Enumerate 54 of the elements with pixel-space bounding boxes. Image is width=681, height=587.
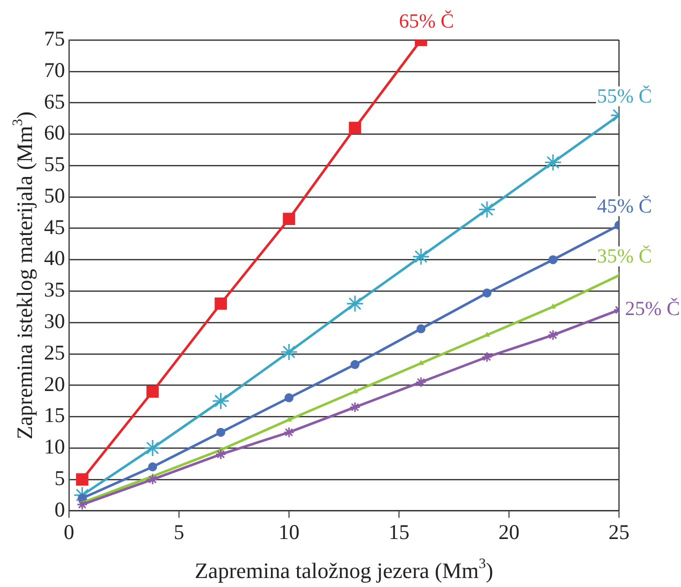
x-tick-label: 25 xyxy=(608,520,630,544)
y-tick-label: 60 xyxy=(44,120,65,145)
point xyxy=(212,392,230,410)
y-axis-title: Zapremina isteklog materijala (Mm3) xyxy=(10,111,37,440)
y-tick-label: 30 xyxy=(44,308,65,333)
point xyxy=(348,122,362,134)
point xyxy=(415,376,427,388)
series-label: 25% Č xyxy=(625,297,680,320)
point xyxy=(544,154,562,172)
y-tick-label: 45 xyxy=(44,214,65,239)
x-tick-label: 5 xyxy=(174,520,184,544)
point xyxy=(284,393,294,402)
point xyxy=(349,402,361,413)
point xyxy=(215,448,226,460)
y-tick-label: 40 xyxy=(44,246,65,270)
point xyxy=(76,498,88,510)
y-tick-label: 5 xyxy=(54,466,65,490)
y-tick-label: 35 xyxy=(44,278,65,302)
point xyxy=(346,294,364,312)
y-tick-label: 75 xyxy=(44,26,65,51)
point xyxy=(146,385,159,398)
point xyxy=(482,288,492,298)
series-label: 55% Č xyxy=(597,84,652,108)
y-tick-label: 20 xyxy=(44,372,65,396)
series-label: 45% Č xyxy=(597,194,652,218)
y-tick-label: 55 xyxy=(44,152,65,176)
point xyxy=(548,255,558,264)
y-tick-label: 10 xyxy=(44,434,65,459)
point xyxy=(416,324,426,334)
point xyxy=(412,248,430,266)
y-tick-label: 0 xyxy=(54,497,65,522)
point xyxy=(547,329,559,341)
point xyxy=(214,297,227,310)
point xyxy=(283,426,295,438)
x-tick-label: 10 xyxy=(278,520,300,544)
point xyxy=(147,474,158,485)
point xyxy=(350,360,360,370)
y-tick-label: 50 xyxy=(44,183,65,208)
point xyxy=(144,439,162,457)
y-tick-label: 70 xyxy=(44,58,65,82)
point xyxy=(478,200,496,218)
y-tick-label: 25 xyxy=(44,340,65,364)
x-tick-label: 15 xyxy=(388,520,410,544)
point xyxy=(148,462,158,472)
point xyxy=(282,212,296,226)
point xyxy=(76,473,88,486)
series-label: 65% Č xyxy=(399,9,454,32)
point xyxy=(280,343,298,361)
y-tick-label: 15 xyxy=(44,403,65,428)
series-label: 35% Č xyxy=(597,244,652,268)
y-tick-label: 65 xyxy=(44,89,65,114)
point xyxy=(216,428,226,437)
point xyxy=(481,351,493,363)
x-tick-label: 20 xyxy=(498,520,520,544)
